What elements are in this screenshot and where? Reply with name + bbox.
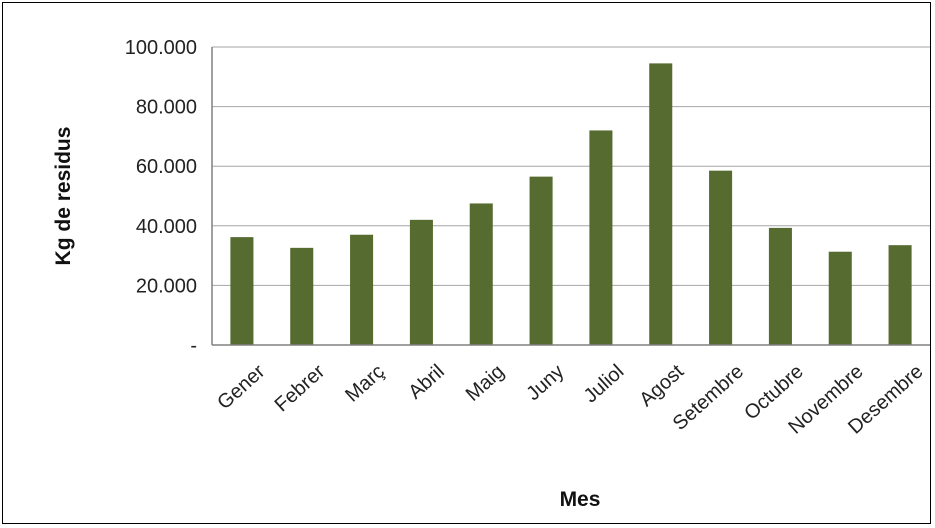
y-tick-label: 60.000 [136,156,197,178]
y-tick-labels: - 20.000 40.000 60.000 80.000 100.000 [125,37,197,357]
x-axis-title: Mes [560,488,601,511]
bar-octubre [768,227,792,345]
axes [211,47,930,346]
bar-novembre [828,251,852,345]
bar-juliol [589,130,613,345]
bar-setembre [709,170,733,345]
x-tick-label: Gener [213,360,269,414]
bar-febrer [290,247,314,345]
x-tick-label: Març [341,361,389,407]
y-axis-title: Kg de residus [52,127,75,266]
x-tick-label: Febrer [271,360,330,416]
grid-lines [212,46,930,286]
bar-març [350,234,374,345]
bar-juny [529,176,553,345]
x-tick-label: Juliol [580,361,629,408]
bars [230,63,912,345]
bar-desembre [888,245,912,345]
y-tick-label: 20.000 [136,275,197,297]
bar-gener [230,237,254,345]
x-tick-label: Maig [462,361,509,406]
y-tick-label: - [190,335,197,357]
x-tick-labels: Gener Febrer Març Abril Maig Juny Juliol AgostS… [213,360,927,438]
y-tick-label: 40.000 [136,216,197,238]
y-tick-label: 80.000 [136,97,197,119]
x-tick-label: Abril [404,361,448,404]
bar-agost [649,63,673,345]
x-tick-label: Agost [635,360,688,411]
bar-abril [409,219,433,345]
y-tick-label: 100.000 [125,37,197,59]
bar-maig [469,203,493,345]
x-tick-label: Juny [522,361,568,406]
